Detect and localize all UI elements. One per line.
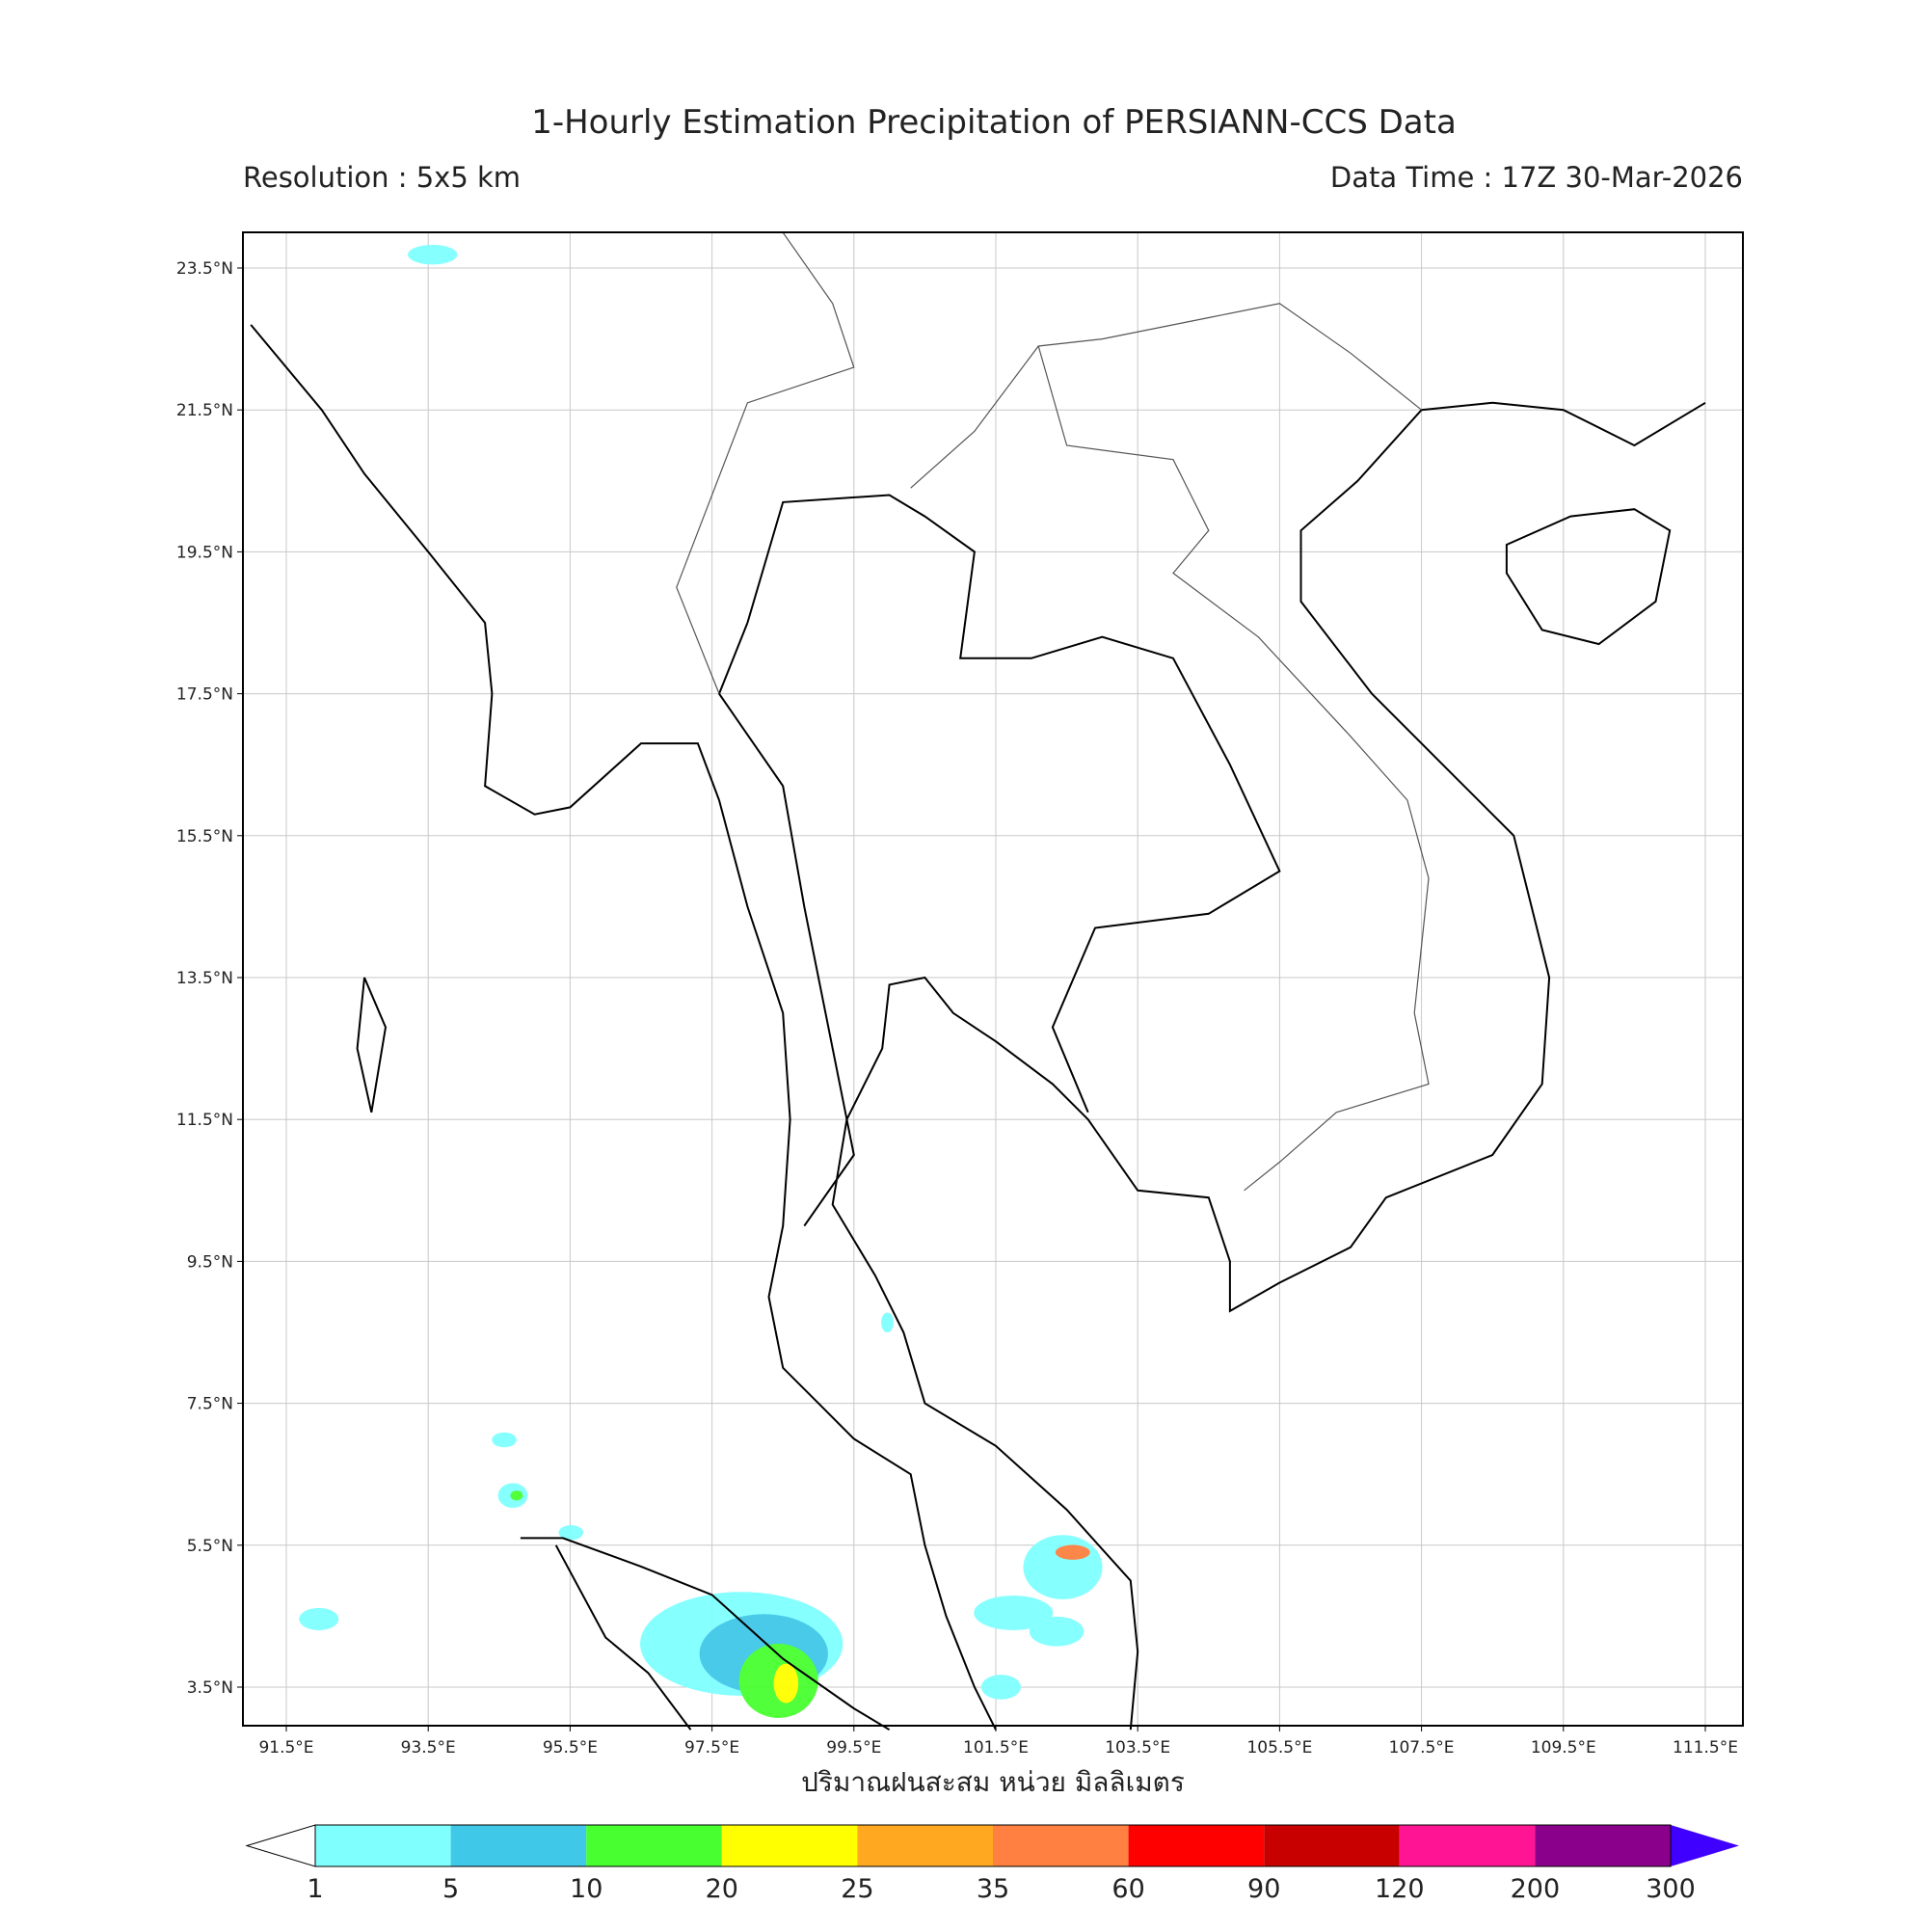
colorbar: 1 5 10 20 25 35 60 90 120 200 300	[245, 1824, 1739, 1904]
border	[1037, 345, 1430, 1192]
colorbar-label: 25	[841, 1874, 873, 1904]
lon-tick-label: 111.5°E	[1673, 1738, 1738, 1758]
colorbar-over	[1671, 1825, 1739, 1866]
lon-tick-label: 91.5°E	[258, 1738, 313, 1758]
rain-area	[510, 1490, 523, 1501]
lat-tick-label: 5.5°N	[187, 1537, 233, 1556]
rain-area	[1029, 1616, 1084, 1647]
lat-tick-label: 9.5°N	[187, 1252, 233, 1272]
colorbar-label: 200	[1511, 1874, 1561, 1904]
rain-area	[1055, 1544, 1090, 1560]
resolution: Resolution : 5x5 km	[243, 161, 521, 194]
colorbar-label: 60	[1111, 1874, 1144, 1904]
colorbar-segment	[315, 1825, 451, 1866]
colorbar-segment	[1399, 1825, 1536, 1866]
colorbar-under	[245, 1824, 316, 1867]
colorbar-label: 10	[570, 1874, 602, 1904]
colorbar-segment	[450, 1825, 587, 1866]
colorbar-segment	[586, 1825, 722, 1866]
colorbar-segment	[721, 1825, 858, 1866]
rain-area	[980, 1675, 1021, 1700]
colorbar-label: 35	[977, 1874, 1009, 1904]
coastline	[356, 977, 388, 1114]
colorbar-segment	[1264, 1825, 1400, 1866]
rain-area	[881, 1312, 894, 1332]
lat-tick-label: 17.5°N	[176, 685, 233, 705]
coastline	[554, 1544, 692, 1731]
rain-area	[408, 244, 458, 265]
colorbar-outline	[314, 1824, 1672, 1867]
lat-tick-label: 7.5°N	[187, 1395, 233, 1414]
colorbar-label: 120	[1375, 1874, 1425, 1904]
lat-tick-label: 19.5°N	[176, 543, 233, 562]
lat-tick-label: 3.5°N	[187, 1678, 233, 1698]
x-label: ปริมาณฝนสะสม หน่วย มิลลิเมตร	[801, 1766, 1185, 1798]
colorbar-label: 300	[1646, 1874, 1696, 1904]
lon-tick-label: 105.5°E	[1246, 1738, 1312, 1758]
colorbar-segment	[1128, 1825, 1265, 1866]
border	[910, 303, 1422, 489]
coastline	[1505, 508, 1672, 646]
coastline	[520, 1537, 891, 1731]
coastline	[831, 401, 1706, 1731]
colorbar-segment	[1535, 1825, 1671, 1866]
coastlines	[250, 231, 1706, 1731]
colorbar-label: 20	[706, 1874, 738, 1904]
lon-tick-label: 101.5°E	[963, 1738, 1029, 1758]
lon-tick-label: 107.5°E	[1389, 1738, 1455, 1758]
coastline	[717, 622, 855, 1227]
precipitation	[299, 244, 1103, 1718]
data-time: Data Time : 17Z 30-Mar-2026	[1330, 161, 1743, 194]
lat-tick-label: 21.5°N	[176, 401, 233, 420]
coastline	[746, 494, 1281, 1114]
rain-area	[773, 1663, 799, 1704]
colorbar-segment	[857, 1825, 993, 1866]
rain-area	[492, 1432, 517, 1448]
border	[676, 231, 855, 694]
grid: 91.5°E 93.5°E 95.5°E 97.5°E 99.5°E 101.5°E 103…	[176, 232, 1743, 1758]
rain-area	[974, 1596, 1054, 1630]
colorbar-label: 5	[442, 1874, 459, 1904]
map-frame	[242, 231, 1744, 1727]
colorbar-label: 90	[1247, 1874, 1280, 1904]
lat-tick-label: 23.5°N	[176, 259, 233, 279]
lon-tick-label: 97.5°E	[684, 1738, 739, 1758]
colorbar-segment	[993, 1825, 1129, 1866]
lon-tick-label: 95.5°E	[543, 1738, 598, 1758]
lat-tick-label: 11.5°N	[176, 1111, 233, 1130]
lon-tick-label: 109.5°E	[1531, 1738, 1596, 1758]
rain-area	[1023, 1535, 1103, 1599]
colorbar-label: 1	[307, 1874, 323, 1904]
lon-tick-label: 93.5°E	[401, 1738, 456, 1758]
lon-tick-label: 103.5°E	[1105, 1738, 1170, 1758]
title: 1-Hourly Estimation Precipitation of PER…	[531, 103, 1457, 142]
lat-tick-label: 15.5°N	[176, 827, 233, 846]
rain-area	[558, 1524, 584, 1541]
rain-area	[299, 1607, 339, 1630]
lon-tick-label: 99.5°E	[826, 1738, 881, 1758]
lat-tick-label: 13.5°N	[176, 969, 233, 988]
coastline	[250, 324, 997, 1731]
